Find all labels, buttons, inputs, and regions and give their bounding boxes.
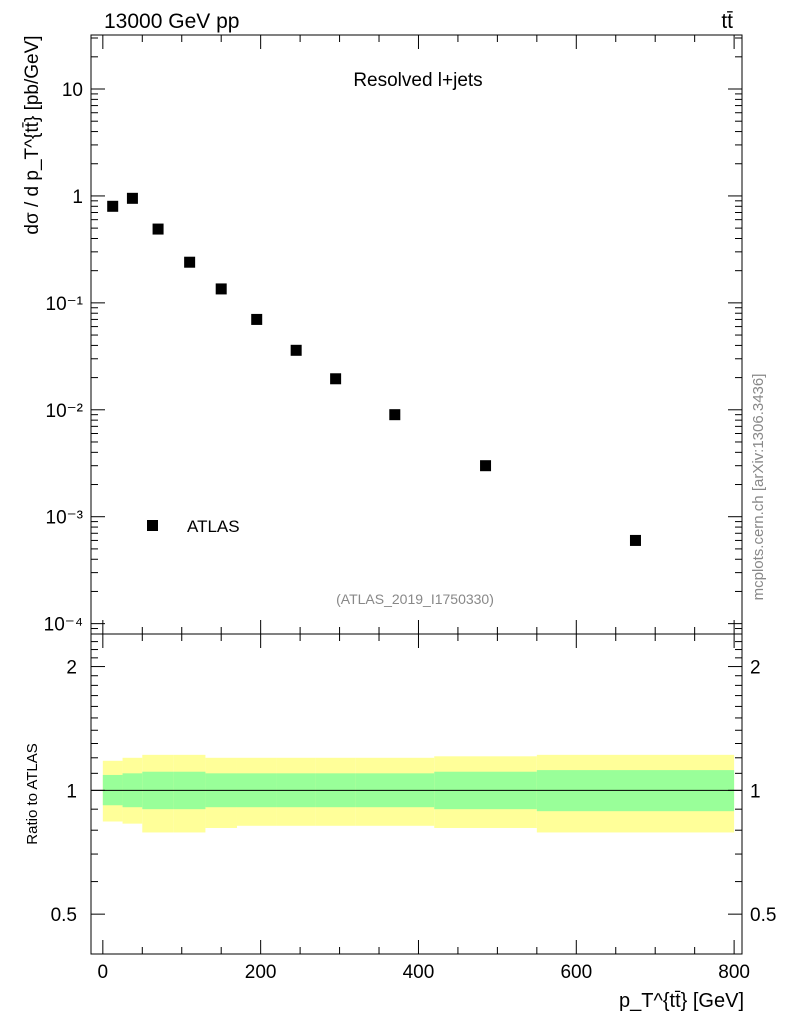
- data-point: [480, 460, 492, 472]
- top-y-tick-label: 1: [72, 187, 83, 208]
- top-y-axis-label: dσ / d p_T^{tt̄} [pb/GeV]: [22, 35, 43, 234]
- data-point: [330, 373, 342, 385]
- top-panel-frame: [90, 34, 743, 635]
- data-point: [215, 283, 227, 295]
- data-point: [107, 200, 119, 212]
- process-label: tt̄: [721, 10, 733, 33]
- uncertainty-bands: [102, 754, 735, 833]
- top-chart-title: Resolved l+jets: [353, 70, 482, 91]
- top-y-tick-label: 10⁻²: [46, 401, 84, 422]
- top-y-tick-label: 10⁻³: [46, 508, 84, 529]
- legend-label: ATLAS: [187, 517, 240, 536]
- data-point: [184, 256, 196, 268]
- data-point: [290, 344, 302, 356]
- top-y-tick-label: 10: [62, 80, 83, 101]
- ratio-tick-label-right: 0.5: [750, 905, 776, 926]
- data-point: [251, 313, 263, 325]
- x-tick-label: 400: [403, 962, 435, 983]
- ratio-tick-label-left: 2: [66, 658, 77, 679]
- ratio-tick-label-left: 1: [66, 781, 77, 802]
- top-x-ticks: [102, 35, 735, 634]
- ratio-tick-label-right: 1: [750, 781, 761, 802]
- energy-label: 13000 GeV pp: [104, 10, 239, 33]
- legend-marker: [147, 520, 158, 531]
- bottom-panel: 0.5 0.51 12 2 0 200 400 600 800 Ratio to ATLAS …: [24, 633, 776, 1012]
- bottom-y-axis-label: Ratio to ATLAS: [24, 743, 41, 844]
- bottom-y-ticks: 0.5 0.5 1 1 2 2: [51, 641, 776, 955]
- x-axis-label: p_T^{tt̄} [GeV]: [619, 990, 744, 1012]
- data-point: [389, 409, 401, 421]
- top-y-tick-label: 10⁻⁴: [44, 615, 83, 636]
- ratio-tick-label-left: 0.5: [51, 905, 77, 926]
- data-point: [152, 223, 164, 235]
- top-panel: 10 1 10⁻¹ 10⁻² 10⁻³ 10⁻⁴ Resolved l+jets dσ /…: [22, 34, 743, 636]
- bottom-x-ticks: 0 200 400 600 800: [98, 634, 750, 983]
- ratio-tick-label-right: 2: [750, 658, 761, 679]
- x-tick-label: 600: [560, 962, 592, 983]
- data-points: [107, 192, 641, 546]
- top-y-ticks: 10 1 10⁻¹ 10⁻² 10⁻³ 10⁻⁴: [44, 37, 742, 636]
- bottom-panel-frame: [90, 633, 743, 955]
- x-tick-label: 0: [98, 962, 109, 983]
- data-point: [629, 534, 641, 546]
- x-tick-label: 800: [718, 962, 750, 983]
- data-point: [126, 192, 138, 204]
- watermark: mcplots.cern.ch [arXiv:1306.3436]: [750, 374, 767, 601]
- x-tick-label: 200: [245, 962, 277, 983]
- analysis-id: (ATLAS_2019_I1750330): [336, 591, 494, 607]
- top-y-tick-label: 10⁻¹: [46, 294, 84, 315]
